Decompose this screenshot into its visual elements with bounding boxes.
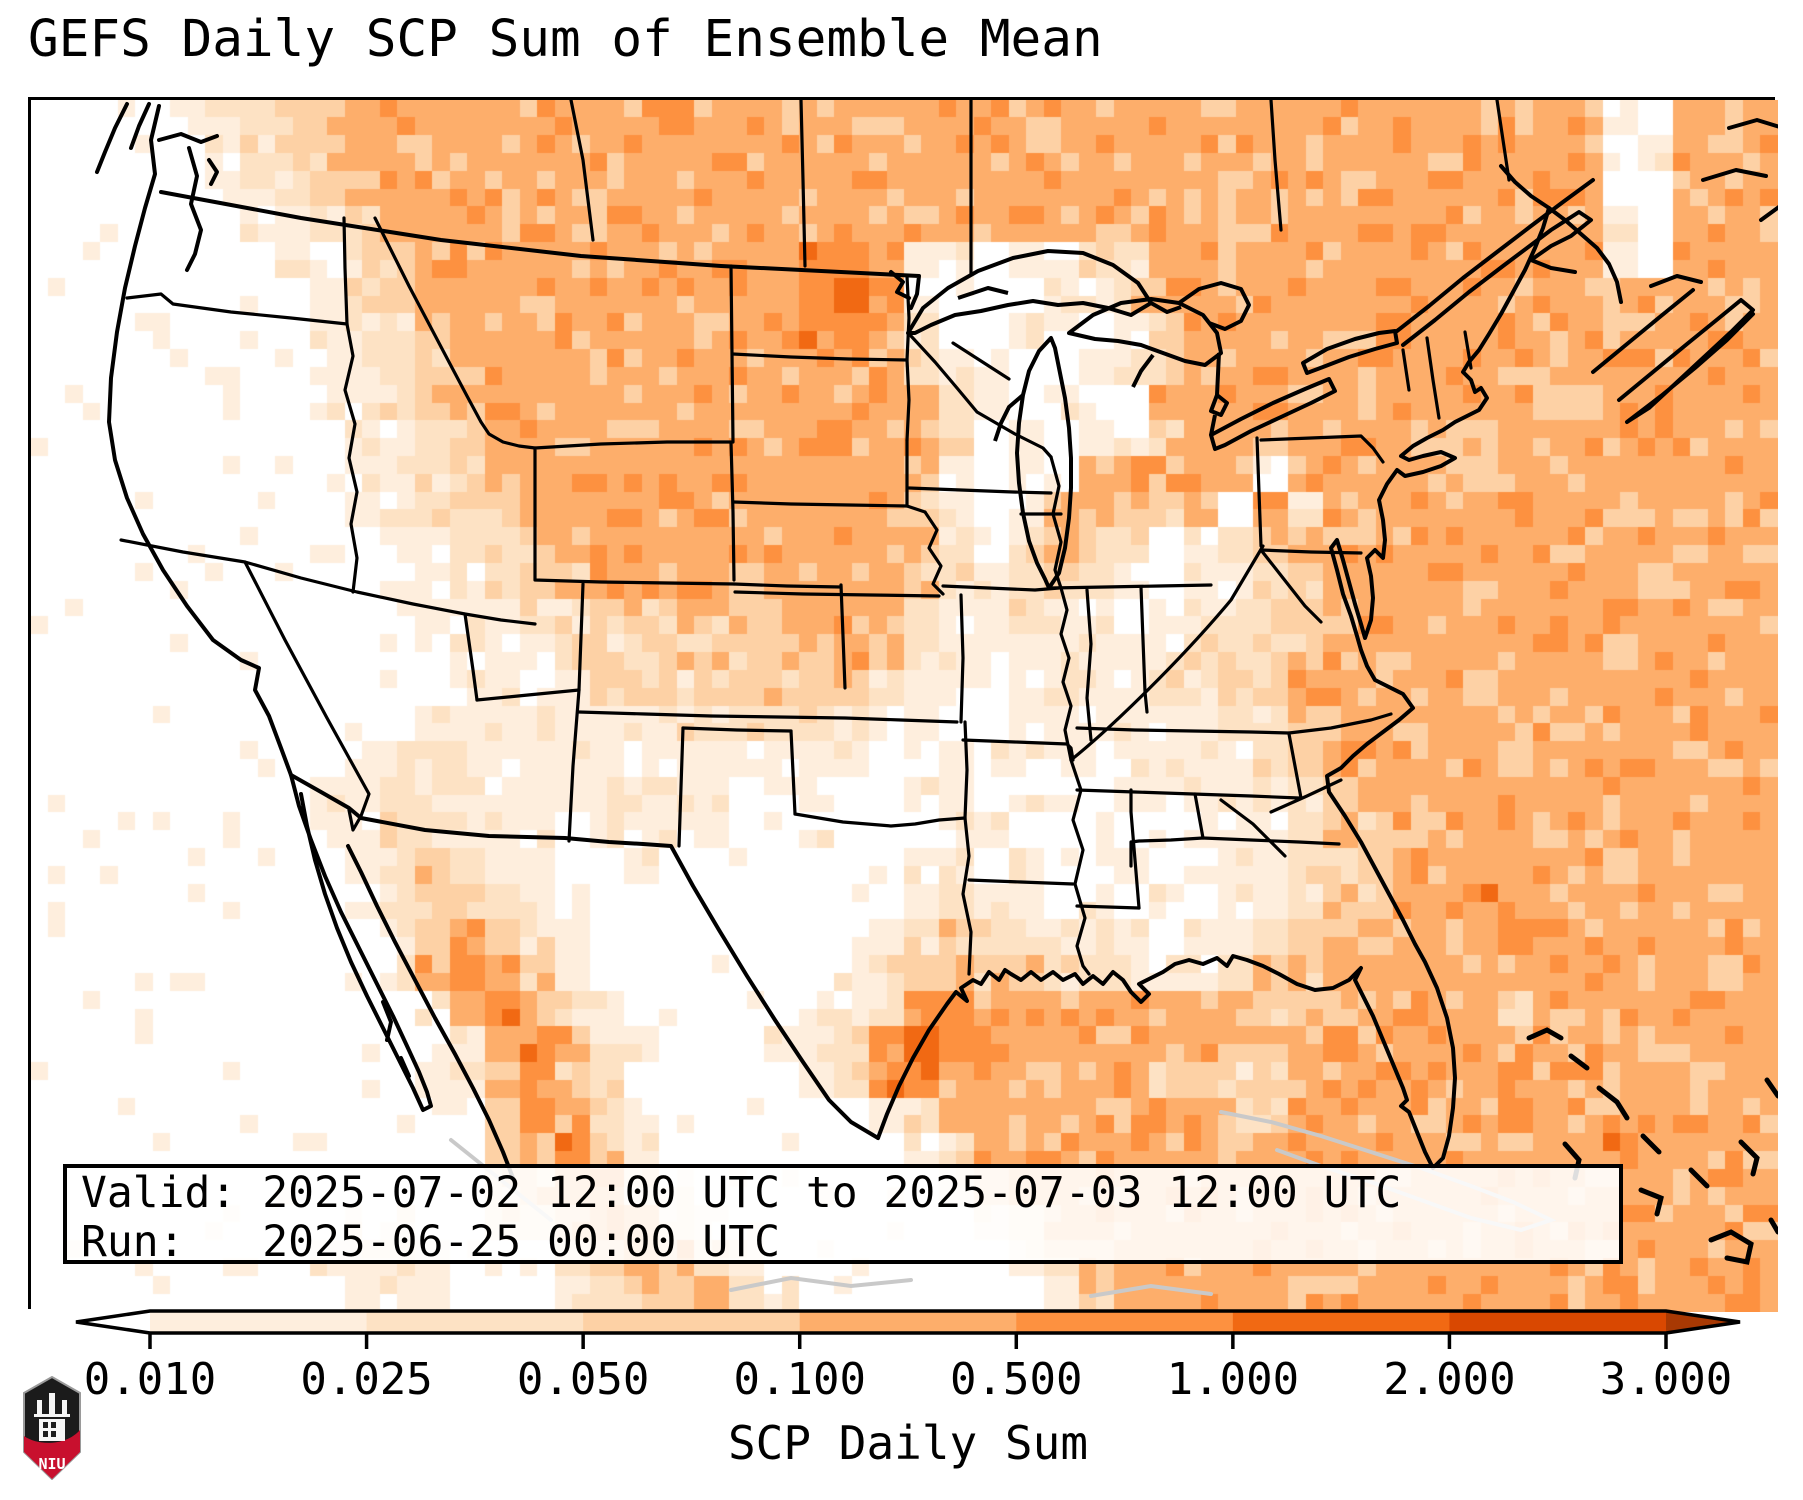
- baja-coast: [289, 773, 433, 1112]
- great-lakes: [906, 249, 1399, 590]
- colorbar-segment: [1449, 1311, 1667, 1333]
- state-borders-overlay: [95, 100, 1778, 1298]
- lake-ontario: [1301, 329, 1399, 375]
- niu-logo: NIU: [23, 1376, 81, 1480]
- colorbar-tick-label: 0.025: [300, 1354, 433, 1405]
- lake-huron: [1067, 297, 1223, 367]
- niu-logo-text: NIU: [38, 1455, 65, 1473]
- colorbar-under-arrow: [76, 1311, 150, 1333]
- colorbar-tick-label: 2.000: [1383, 1354, 1516, 1405]
- niu-red-swoosh: [24, 1430, 80, 1479]
- st-lawrence-north: [1395, 178, 1595, 333]
- colorbar-segment: [366, 1311, 584, 1333]
- ohio-river: [1069, 544, 1265, 762]
- colorbar-axis-label: SCP Daily Sum: [727, 1416, 1089, 1470]
- colorbar-segment: [1232, 1311, 1451, 1333]
- colorbar-bar: [75, 1309, 1741, 1349]
- mississippi-river: [1049, 455, 1091, 976]
- state-borders: [119, 100, 1511, 976]
- mexico-west-coast: [346, 844, 515, 1180]
- valid-run-info-box: Valid: 2025-07-02 12:00 UTC to 2025-07-0…: [63, 1164, 1623, 1267]
- colorbar-tick-label: 0.050: [516, 1354, 650, 1405]
- canada-border: [159, 190, 921, 310]
- colorbar-segment: [583, 1311, 801, 1333]
- lake-michigan: [1015, 336, 1073, 590]
- coastlines: [95, 102, 1778, 1180]
- colorbar: 0.010 0.025 0.050 0.100 0.500 1.000 2.000 3.000…: [0, 1280, 1803, 1500]
- colorbar-tick-label: 0.500: [950, 1354, 1083, 1405]
- valid-line: Valid: 2025-07-02 12:00 UTC to 2025-07-0…: [81, 1168, 1402, 1218]
- lake-superior: [906, 249, 1153, 335]
- colorbar-segment: [1016, 1311, 1234, 1333]
- niu-castle-windows: [43, 1422, 56, 1437]
- colorbar-tick-label: 0.100: [733, 1354, 866, 1405]
- lake-erie: [1209, 377, 1337, 451]
- gulf-coast: [876, 954, 1435, 1170]
- colorbar-tick-label: 1.000: [1166, 1354, 1300, 1405]
- run-line: Run: 2025-06-25 00:00 UTC: [81, 1217, 780, 1267]
- colorbar-over-arrow: [1666, 1311, 1740, 1333]
- bahamas-islands: [1526, 1027, 1778, 1265]
- page-title: GEFS Daily SCP Sum of Ensemble Mean: [28, 10, 1103, 69]
- map-panel: Valid: 2025-07-02 12:00 UTC to 2025-07-0…: [28, 97, 1778, 1312]
- colorbar-tick-label: 3.000: [1599, 1354, 1733, 1405]
- st-lawrence-south: [1401, 210, 1593, 347]
- colorbar-tick-label: 0.010: [83, 1354, 217, 1405]
- us-mexico-border: [289, 773, 880, 1140]
- atlantic-coast: [1325, 206, 1551, 1170]
- colorbar-segment: [799, 1311, 1017, 1333]
- colorbar-segment: [150, 1311, 368, 1333]
